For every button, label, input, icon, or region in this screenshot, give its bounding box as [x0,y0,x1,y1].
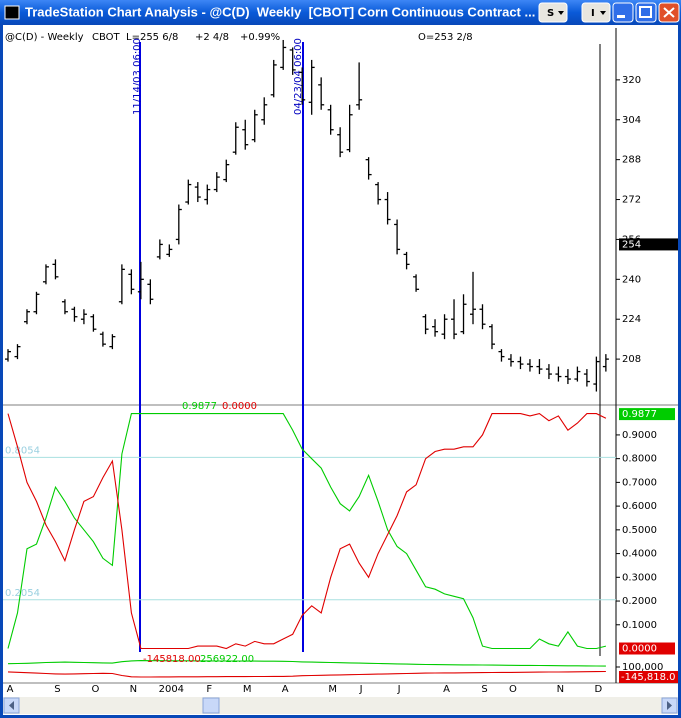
axis-readout-box [619,671,678,683]
y-tick-label: 0.4000 [622,549,657,560]
scrollbar[interactable] [3,697,678,714]
y-tick-label: 0.8000 [622,454,657,465]
x-tick-label: J [359,684,363,695]
axis-readout-label: -145,818.0 [621,672,676,683]
readout-box [619,408,675,421]
maximize-button[interactable] [635,2,657,23]
button-label: I [591,8,595,19]
y-tick-label: 0.9000 [622,430,657,441]
window-title: TradeStation Chart Analysis - @C(D) Week… [25,4,535,19]
y-tick-label: 0.1000 [622,620,657,631]
y-tick-label: 100,000 [622,662,663,673]
y-tick-label: 304 [622,115,641,126]
indicator-line [7,670,606,678]
last-price-label: 254 [622,239,641,250]
pct-change: +0.99% [240,32,280,43]
readout-value: -145818.00 [143,654,201,665]
x-tick-label: F [206,684,212,695]
button-label: S [547,8,554,19]
scroll-thumb[interactable] [202,697,220,714]
y-tick-label: 240 [622,274,641,285]
y-tick-label: 272 [622,195,641,206]
close-button[interactable] [658,2,680,23]
x-tick-label: 2004 [159,684,184,695]
y-tick-label: 288 [622,155,641,166]
readout-box-label: 0.9877 [622,409,657,420]
x-tick-label: O [91,684,99,695]
readout-value: 256922.00 [200,654,254,665]
y-tick-label: 224 [622,314,641,325]
indicator-line [7,413,607,650]
symbol: @C(D) - Weekly [5,32,84,43]
x-tick-label: M [328,684,337,695]
readout-value: 0.9877 [182,401,217,412]
app-icon [4,5,20,20]
y-tick-label: 0.5000 [622,525,657,536]
x-tick-label: A [443,684,450,695]
indicator-line [7,413,607,650]
readout-value: 0.0000 [222,401,257,412]
y-tick-label: 208 [622,354,641,365]
marker-label: 11/14/03 06:00 [132,38,143,115]
minimize-button[interactable] [612,2,634,23]
i-menu-button[interactable]: I [581,2,611,23]
level-label: 0.8054 [5,445,40,456]
x-tick-label: S [54,684,60,695]
readout-box [619,642,675,655]
last-price-box [619,238,678,251]
indicator-line [7,660,606,667]
x-tick-label: O [509,684,517,695]
open-price: O=253 2/8 [418,32,473,43]
x-tick-label: M [243,684,252,695]
x-tick-label: A [282,684,289,695]
y-tick-label: 0.7000 [622,477,657,488]
y-tick-label: 0.3000 [622,572,657,583]
readout-box-label: 0.0000 [622,644,657,655]
x-tick-label: N [557,684,564,695]
x-tick-label: N [130,684,137,695]
y-tick-label: 0.2000 [622,596,657,607]
x-tick-label: A [7,684,14,695]
s-menu-button[interactable]: S [538,2,568,23]
level-label: 0.2054 [5,588,40,599]
y-tick-label: 0.6000 [622,501,657,512]
exchange: CBOT [92,32,121,43]
x-tick-label: S [481,684,487,695]
last-price: L=255 6/8 [126,32,178,43]
net-change: +2 4/8 [195,32,229,43]
x-tick-label: J [397,684,401,695]
x-tick-label: D [595,684,603,695]
marker-label: 04/23/04 06:00 [293,38,304,115]
y-tick-label: 320 [622,75,641,86]
